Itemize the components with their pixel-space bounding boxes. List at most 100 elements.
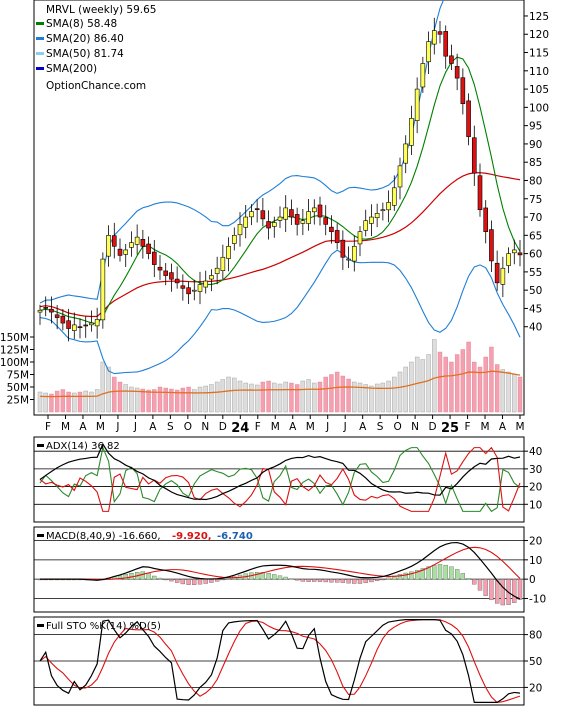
macd-histogram-bar [443,564,448,580]
macd-histogram-bar [169,579,174,582]
macd-histogram-bar [146,573,151,580]
candle-body [414,88,420,121]
candle-body [49,308,54,313]
volume-bar [449,361,454,413]
macd-histogram-bar [369,579,374,583]
candle-body [37,309,43,313]
macd-tick-label: 0 [529,574,536,586]
price-tick-label: 110 [529,66,549,78]
macd-histogram-bar [323,579,328,583]
volume-bar [60,389,66,413]
volume-bar [169,388,174,413]
candle-body [306,211,311,224]
volume-tick-label: 100M [0,357,29,369]
month-label: M [481,421,490,433]
candle-body [431,30,437,45]
month-label: J [343,421,347,433]
candle-body [391,187,397,206]
macd-histogram-bar [254,572,260,580]
macd-histogram-bar [489,579,494,601]
candle-body [180,285,186,289]
macd-tick-label: 20 [529,536,542,548]
volume-bar [386,380,391,413]
price-tick-label: 95 [529,121,542,133]
candle-body [351,245,357,262]
month-label: M [61,421,70,433]
price-panel-frame [33,0,525,416]
candle-body [380,209,386,212]
ticker-label: MRVL (weekly) 59.65 [46,4,156,16]
macd-histogram-bar [334,579,340,583]
volume-bar [49,393,54,413]
macd-histogram-bar [140,571,146,580]
macd-histogram-bar [512,579,517,603]
candle-body [483,207,489,232]
macd-histogram-bar [192,579,197,585]
volume-tick-label: 125M [0,345,29,357]
month-label: J [133,421,137,433]
macd-histogram-bar [283,576,288,580]
volume-bar [437,351,443,413]
macd-label-swatch [37,534,44,537]
sto-label: Full STO %K(14) %D(5) [46,621,161,632]
macd-histogram-bar [346,579,351,584]
month-label: S [167,421,174,433]
volume-bar [380,382,386,413]
macd-histogram-bar [460,573,466,580]
macd-histogram-bar [454,569,460,580]
volume-bar [300,380,306,413]
adx-plus-di-line [39,445,521,513]
candle-body [220,256,226,271]
candle-body [329,226,334,232]
legend-sma8: SMA(8) 58.48 [46,18,117,30]
month-label: M [306,421,315,433]
candle-body [323,217,329,225]
month-label: M [271,421,280,433]
volume-bar [340,375,346,413]
volume-bar [152,389,157,413]
candle-body [334,230,340,243]
volume-bar [54,390,60,413]
macd-histogram-bar [312,579,317,582]
volume-bar [83,390,88,413]
macd-histogram-bar [289,578,294,580]
price-tick-label: 100 [529,102,549,114]
candle-body [134,236,140,245]
volume-bar [426,354,431,413]
volume-bar [237,380,243,413]
macd-histogram-bar [352,579,357,584]
macd-hist-value: -6.740 [217,531,253,542]
volume-bar [403,366,408,413]
volume-bar [397,371,403,413]
candle-body [146,243,151,254]
volume-bar [460,349,466,413]
month-label: M [96,421,105,433]
volume-bar [443,356,448,413]
candle-body [420,63,426,88]
macd-histogram-bar [374,579,380,582]
macd-histogram-bar [466,578,471,580]
macd-histogram-bar [186,579,191,585]
volume-bar [112,376,117,413]
macd-histogram-bar [483,579,488,596]
volume-average-line [39,370,521,398]
volume-bar [134,387,140,413]
macd-histogram-bar [437,564,443,580]
volume-bars [37,339,523,413]
macd-histogram-bar [340,579,346,583]
sto-k-line [39,619,521,703]
volume-bar [72,392,77,413]
volume-bar [369,385,374,413]
volume-bar [157,386,163,413]
macd-histogram-bar [363,579,368,584]
volume-tick-label: 25M [7,395,29,407]
volume-bar [266,380,271,413]
watermark: OptionChance.com [46,80,146,92]
sto-tick-label: 80 [529,630,542,642]
month-label: A [499,421,507,433]
macd-histogram-bar [174,579,180,583]
volume-bar [272,382,277,413]
macd-histogram-bar [380,579,386,581]
volume-bar [472,361,477,413]
